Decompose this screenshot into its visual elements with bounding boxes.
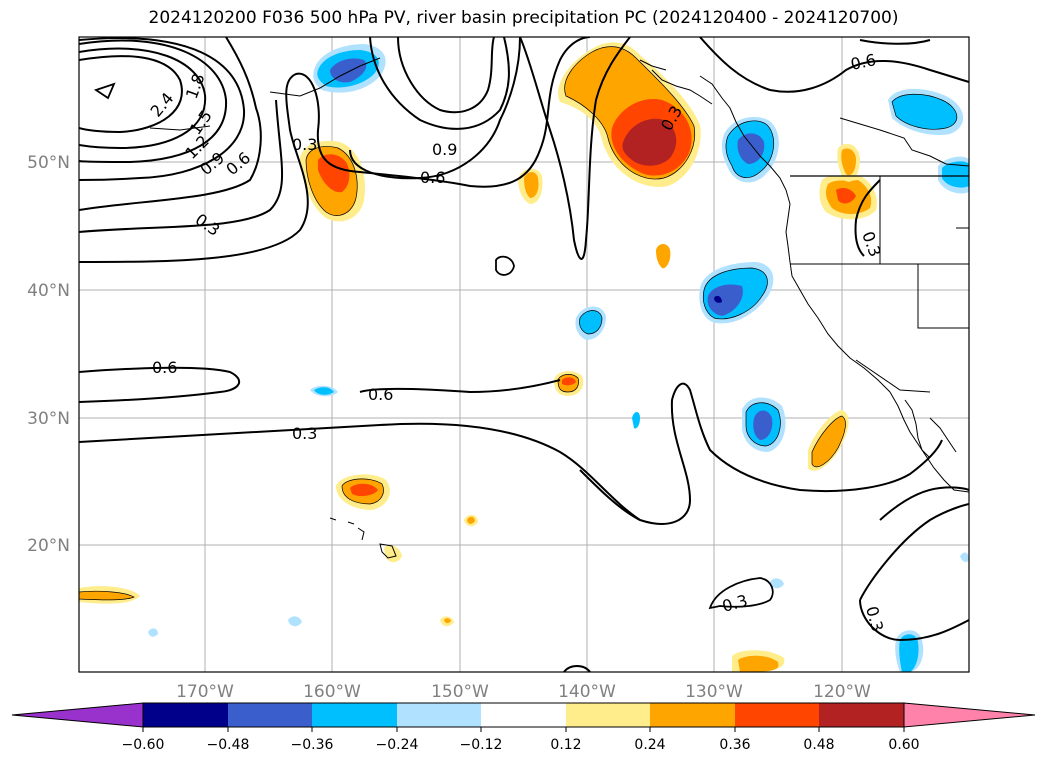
lon-tick-labels: 170°W 160°W 150°W 140°W 130°W 120°W xyxy=(176,682,871,702)
contour-label: 0.6 xyxy=(420,168,445,187)
colorbar-tick-label: 0.60 xyxy=(888,737,919,753)
colorbar-segment xyxy=(397,703,481,727)
lon-tick-label: 140°W xyxy=(558,682,616,702)
colorbar-segment xyxy=(228,703,312,727)
lat-tick-label: 30°N xyxy=(27,409,70,429)
colorbar-segment xyxy=(650,703,735,727)
colorbar-segment xyxy=(735,703,819,727)
lon-tick-label: 130°W xyxy=(685,682,743,702)
contour-label: 0.9 xyxy=(432,140,457,159)
colorbar-extend-max xyxy=(903,702,1036,728)
lon-tick-label: 160°W xyxy=(303,682,361,702)
contour-label: 0.6 xyxy=(849,50,878,74)
lon-tick-label: 170°W xyxy=(176,682,234,702)
colorbar-segment xyxy=(819,703,904,727)
lat-tick-label: 50°N xyxy=(27,153,70,173)
lon-tick-label: 150°W xyxy=(431,682,489,702)
contour-label: 0.3 xyxy=(292,135,317,154)
contour-label: 0.3 xyxy=(292,424,317,443)
lat-tick-labels: 50°N 40°N 30°N 20°N xyxy=(27,153,70,556)
colorbar-tick-label: 0.24 xyxy=(634,737,665,753)
coastlines xyxy=(149,57,969,559)
lat-tick-label: 20°N xyxy=(27,536,70,556)
precip-fields xyxy=(79,42,969,672)
colorbar-ticks xyxy=(142,727,905,732)
colorbar-segment xyxy=(481,703,566,727)
colorbar-tick-label: 0.36 xyxy=(719,737,750,753)
lon-tick-label: 120°W xyxy=(813,682,871,702)
colorbar-tick-label: −0.12 xyxy=(460,737,503,753)
gridlines xyxy=(79,37,969,672)
colorbar-segment xyxy=(312,703,397,727)
colorbar-tick-label: −0.60 xyxy=(122,737,165,753)
colorbar-tick-label: 0.48 xyxy=(803,737,834,753)
colorbar-tick-label: −0.24 xyxy=(376,737,419,753)
precip-outlines xyxy=(79,46,958,601)
colorbar-frame xyxy=(142,702,905,728)
colorbar-segment xyxy=(566,703,650,727)
colorbar-tick-label: −0.36 xyxy=(291,737,334,753)
map-title: 2024120200 F036 500 hPa PV, river basin … xyxy=(148,8,899,28)
map-frame xyxy=(78,36,970,673)
contour-label: 0.6 xyxy=(152,358,177,377)
colorbar-segment xyxy=(143,703,228,727)
colorbar-tick-label: −0.48 xyxy=(207,737,250,753)
pv-contours xyxy=(79,37,969,672)
colorbar-extend-min xyxy=(11,702,144,728)
contour-label: 0.6 xyxy=(368,385,393,404)
map-panel: 2.4 1.8 1.5 1.2 0.9 0.6 0.3 0.3 0.9 0.6 … xyxy=(78,36,970,673)
lat-tick-label: 40°N xyxy=(27,281,70,301)
colorbar: −0.60 −0.48 −0.36 −0.24 −0.12 0.12 0.24 … xyxy=(11,702,1036,753)
colorbar-tick-label: 0.12 xyxy=(550,737,581,753)
map-background xyxy=(79,37,969,672)
